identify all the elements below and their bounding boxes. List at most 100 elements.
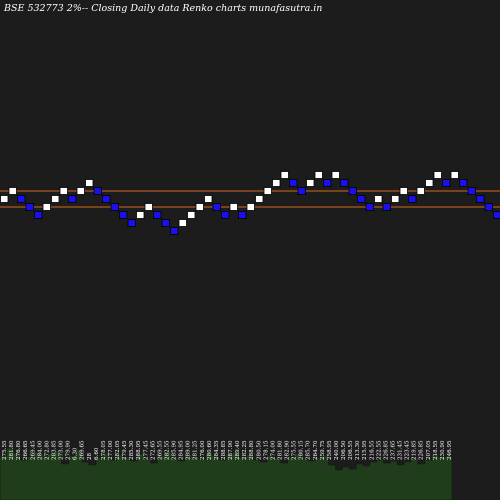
price-label: 288.80 — [249, 440, 255, 460]
price-label: 275.55 — [292, 440, 298, 460]
down-brick — [68, 195, 77, 203]
price-label: 278.05 — [101, 440, 107, 460]
price-label: 223.45 — [405, 440, 411, 460]
price-label: 288.85 — [221, 440, 227, 460]
price-label: 206.50 — [341, 440, 347, 460]
up-brick — [314, 171, 323, 179]
up-brick — [331, 171, 340, 179]
price-label: 280.15 — [299, 440, 305, 460]
down-brick — [34, 211, 43, 219]
volume-area — [0, 447, 453, 500]
price-label: 6.30 — [73, 447, 79, 460]
down-brick — [238, 211, 247, 219]
up-brick — [8, 187, 17, 195]
price-label: 207.05 — [426, 440, 432, 460]
price-label: 237.65 — [390, 440, 396, 460]
price-label: 272.65 — [150, 440, 156, 460]
price-label: 275.55 — [2, 440, 8, 460]
price-label: 266.65 — [23, 440, 29, 460]
up-brick — [280, 171, 289, 179]
down-brick — [110, 203, 119, 211]
down-brick — [408, 195, 417, 203]
up-brick — [399, 187, 408, 195]
up-brick — [59, 187, 68, 195]
price-label: 282.25 — [242, 440, 248, 460]
down-brick — [161, 219, 170, 227]
price-label: 230.90 — [440, 440, 446, 460]
down-brick — [289, 179, 298, 187]
up-brick — [391, 195, 400, 203]
down-brick — [365, 203, 374, 211]
price-label: 284.00 — [37, 440, 43, 460]
price-label: 206.55 — [348, 440, 354, 460]
down-brick — [484, 203, 493, 211]
price-label: 213.30 — [355, 440, 361, 460]
price-label: 273.00 — [59, 440, 65, 460]
price-label: 281.25 — [193, 440, 199, 460]
down-brick — [127, 219, 136, 227]
price-label: 283.85 — [51, 440, 57, 460]
price-label: 6.60 — [94, 447, 100, 460]
down-brick — [459, 179, 468, 187]
up-brick — [42, 203, 51, 211]
price-label: 269.55 — [157, 440, 163, 460]
price-label: 276.80 — [16, 440, 22, 460]
down-brick — [297, 187, 306, 195]
up-brick — [51, 195, 60, 203]
price-label: 285.30 — [129, 440, 135, 460]
price-label: 280.60 — [207, 440, 213, 460]
price-label: 281.80 — [277, 440, 283, 460]
price-label: 222.55 — [376, 440, 382, 460]
price-label: 285.90 — [172, 440, 178, 460]
price-label: 279.45 — [122, 440, 128, 460]
up-brick — [229, 203, 238, 211]
up-brick — [204, 195, 213, 203]
price-label: 281.80 — [9, 440, 15, 460]
up-brick — [76, 187, 85, 195]
down-brick — [119, 211, 128, 219]
up-brick — [263, 187, 272, 195]
price-label: 216.55 — [369, 440, 375, 460]
price-label: 274.00 — [270, 440, 276, 460]
down-brick — [340, 179, 349, 187]
up-brick — [246, 203, 255, 211]
price-label: 285.70 — [306, 440, 312, 460]
up-brick — [136, 211, 145, 219]
chart-title: BSE 532773 2%-- Closing Daily data Renko… — [4, 3, 323, 14]
price-label: 287.90 — [228, 440, 234, 460]
down-brick — [476, 195, 485, 203]
up-brick — [425, 179, 434, 187]
price-label: 289.00 — [186, 440, 192, 460]
price-label: 269.45 — [30, 440, 36, 460]
price-label: 215.95 — [362, 440, 368, 460]
up-brick — [144, 203, 153, 211]
down-brick — [467, 187, 476, 195]
down-brick — [17, 195, 26, 203]
price-label: 259.75 — [320, 440, 326, 460]
down-brick — [442, 179, 451, 187]
price-label: 289.40 — [235, 440, 241, 460]
down-brick — [221, 211, 230, 219]
price-label: 282.05 — [115, 440, 121, 460]
price-label: 226.85 — [419, 440, 425, 460]
up-brick — [195, 203, 204, 211]
up-brick — [0, 195, 9, 203]
up-brick — [374, 195, 383, 203]
down-brick — [357, 195, 366, 203]
down-brick — [493, 211, 500, 219]
up-brick — [433, 171, 442, 179]
price-label: 284.35 — [214, 440, 220, 460]
price-label: 219.85 — [412, 440, 418, 460]
price-label: 218.55 — [433, 440, 439, 460]
price-label: 278.15 — [263, 440, 269, 460]
down-brick — [93, 187, 102, 195]
price-label: 282.55 — [164, 440, 170, 460]
price-label: 231.45 — [398, 440, 404, 460]
down-brick — [323, 179, 332, 187]
price-label: 288.95 — [136, 440, 142, 460]
up-brick — [178, 219, 187, 227]
price-label: 280.50 — [256, 440, 262, 460]
price-label: 28 — [87, 452, 93, 460]
